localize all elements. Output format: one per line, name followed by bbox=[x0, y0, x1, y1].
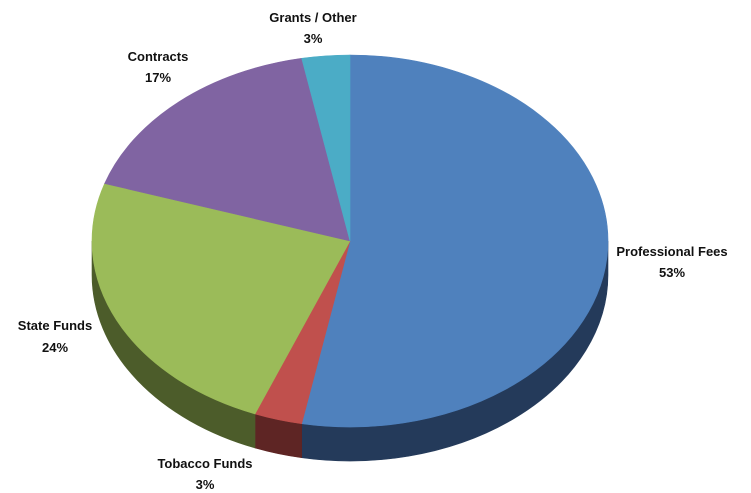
label-tobacco-funds-value: 3% bbox=[196, 477, 215, 492]
label-professional-fees-name: Professional Fees bbox=[616, 244, 727, 259]
label-state-funds-value: 24% bbox=[42, 340, 68, 355]
pie-slice-professional-fees bbox=[301, 54, 609, 428]
label-state-funds-name: State Funds bbox=[18, 318, 92, 333]
label-contracts-name: Contracts bbox=[128, 49, 189, 64]
label-contracts-value: 17% bbox=[145, 70, 171, 85]
pie-slice-state-funds bbox=[91, 183, 351, 415]
pie-tops bbox=[91, 54, 609, 428]
pie-slice-grants-other bbox=[301, 54, 351, 242]
label-tobacco-funds-name: Tobacco Funds bbox=[157, 456, 252, 471]
label-professional-fees-value: 53% bbox=[659, 265, 685, 280]
pie-slice-contracts bbox=[104, 57, 351, 242]
label-grants-other-name: Grants / Other bbox=[269, 10, 356, 25]
label-grants-other-value: 3% bbox=[304, 31, 323, 46]
